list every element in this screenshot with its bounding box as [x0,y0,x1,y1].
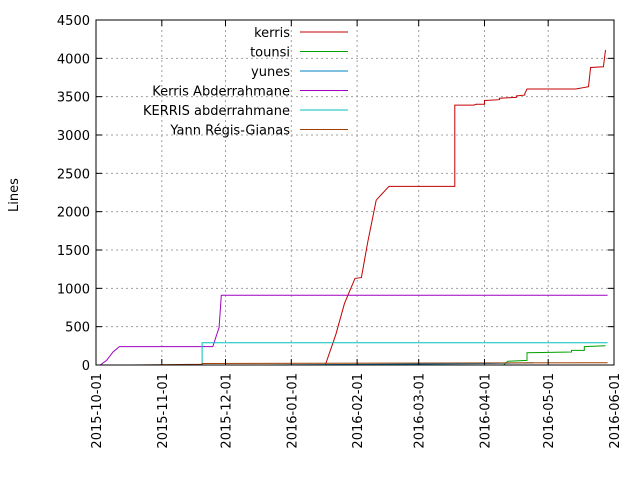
legend-label: tounsi [250,46,290,61]
series-layer [96,49,608,366]
y-tick-label: 500 [65,321,90,336]
x-tick-label: 2016-02-01 [351,373,366,449]
grid-lines [96,20,614,365]
y-axis-label: Lines [7,178,22,212]
x-tick-label: 2016-01-01 [285,373,300,449]
y-tick-label: 4000 [57,52,90,67]
legend-label: KERRIS abderrahmane [143,104,290,119]
y-tick-label: 1000 [57,282,90,297]
y-tick-label: 4500 [57,14,90,29]
x-tick-label: 2016-04-01 [479,373,494,449]
x-tick-label: 2016-03-01 [413,373,428,449]
legend-label: Kerris Abderrahmane [152,85,290,100]
legend-label: yunes [251,65,290,80]
x-tick-label: 2015-12-01 [220,373,235,449]
y-tick-label: 3000 [57,129,90,144]
series-line-1 [503,345,606,366]
series-line-0 [324,49,606,366]
plot-frame [95,19,615,366]
legend: kerris tounsi yunes Kerris Abderrahmane KERR… [143,26,348,139]
y-tick-label: 1500 [57,244,90,259]
x-tick-label: 2016-06-01 [608,373,623,449]
y-tick-label: 3500 [57,91,90,106]
axis-ticks: 0 500 1000 1500 2000 2500 3000 3500 4000 4500 2015… [57,14,623,449]
x-tick-label: 2015-10-01 [90,373,105,449]
series-line-3 [99,294,608,366]
y-tick-label: 0 [82,359,90,374]
y-tick-label: 2500 [57,167,90,182]
legend-label: Yann Régis-Gianas [169,124,290,139]
legend-label: kerris [254,26,290,41]
x-tick-label: 2015-11-01 [156,373,171,449]
y-tick-label: 2000 [57,206,90,221]
x-tick-label: 2016-05-01 [542,373,557,449]
